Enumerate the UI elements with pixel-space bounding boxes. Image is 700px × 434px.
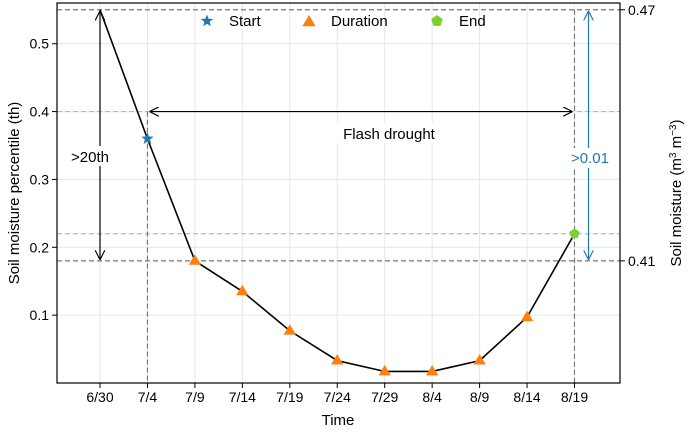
flash-drought-label-bg — [332, 123, 446, 143]
flash-drought-label: Flash drought — [343, 126, 436, 143]
y2-label-exp2: −3 — [668, 124, 679, 136]
x-axis-label: Time — [322, 412, 355, 429]
moisture-gap-label-bg — [568, 148, 614, 168]
x-tick-label: 7/19 — [276, 389, 303, 405]
legend-label-duration: Duration — [331, 13, 388, 30]
duration-marker — [188, 254, 202, 265]
start-marker — [141, 132, 154, 144]
moisture-gap-label: >0.01 — [571, 150, 609, 167]
x-tick-label: 7/29 — [371, 389, 398, 405]
legend-marker-end — [431, 15, 443, 26]
y-tick-label: 0.4 — [30, 104, 50, 120]
y2-label-mid: m — [668, 136, 685, 153]
legend-label-start: Start — [229, 13, 262, 30]
percentile-gap-label: >20th — [71, 149, 109, 166]
duration-marker — [236, 284, 249, 296]
y-axis-label: Soil moisture percentile (th) — [6, 102, 23, 285]
duration-marker — [378, 364, 391, 376]
x-tick-label: 7/9 — [185, 389, 205, 405]
legend-marker-duration — [302, 15, 316, 27]
legend-marker-start — [200, 14, 214, 27]
duration-marker — [473, 354, 486, 365]
duration-marker — [331, 354, 344, 365]
x-tick-label: 7/24 — [324, 389, 351, 405]
x-tick-label: 7/4 — [138, 389, 158, 405]
x-tick-label: 8/14 — [513, 389, 540, 405]
duration-marker — [283, 324, 296, 335]
duration-marker — [425, 364, 439, 376]
y2-tick-label: 0.47 — [628, 2, 655, 18]
y2-axis-label: Soil moisture (m3 m−3) — [668, 120, 686, 267]
x-tick-label: 8/4 — [422, 389, 442, 405]
y-tick-label: 0.3 — [30, 171, 50, 187]
x-tick-label: 6/30 — [86, 389, 113, 405]
y2-label-exp1: 3 — [668, 152, 679, 158]
y-tick-label: 0.2 — [30, 239, 50, 255]
y2-label-end: ) — [668, 120, 685, 125]
legend-label-end: End — [459, 13, 486, 30]
percentile-gap-label-bg — [68, 146, 112, 166]
duration-marker — [520, 310, 534, 322]
end-marker — [569, 228, 580, 239]
y2-label-base: Soil moisture (m — [668, 158, 685, 266]
y-tick-label: 0.1 — [30, 307, 50, 323]
x-tick-label: 8/9 — [470, 389, 490, 405]
x-tick-label: 7/14 — [229, 389, 256, 405]
y-tick-label: 0.5 — [30, 36, 50, 52]
y2-tick-label: 0.41 — [628, 253, 655, 269]
x-tick-label: 8/19 — [561, 389, 588, 405]
plot-frame — [56, 2, 621, 384]
